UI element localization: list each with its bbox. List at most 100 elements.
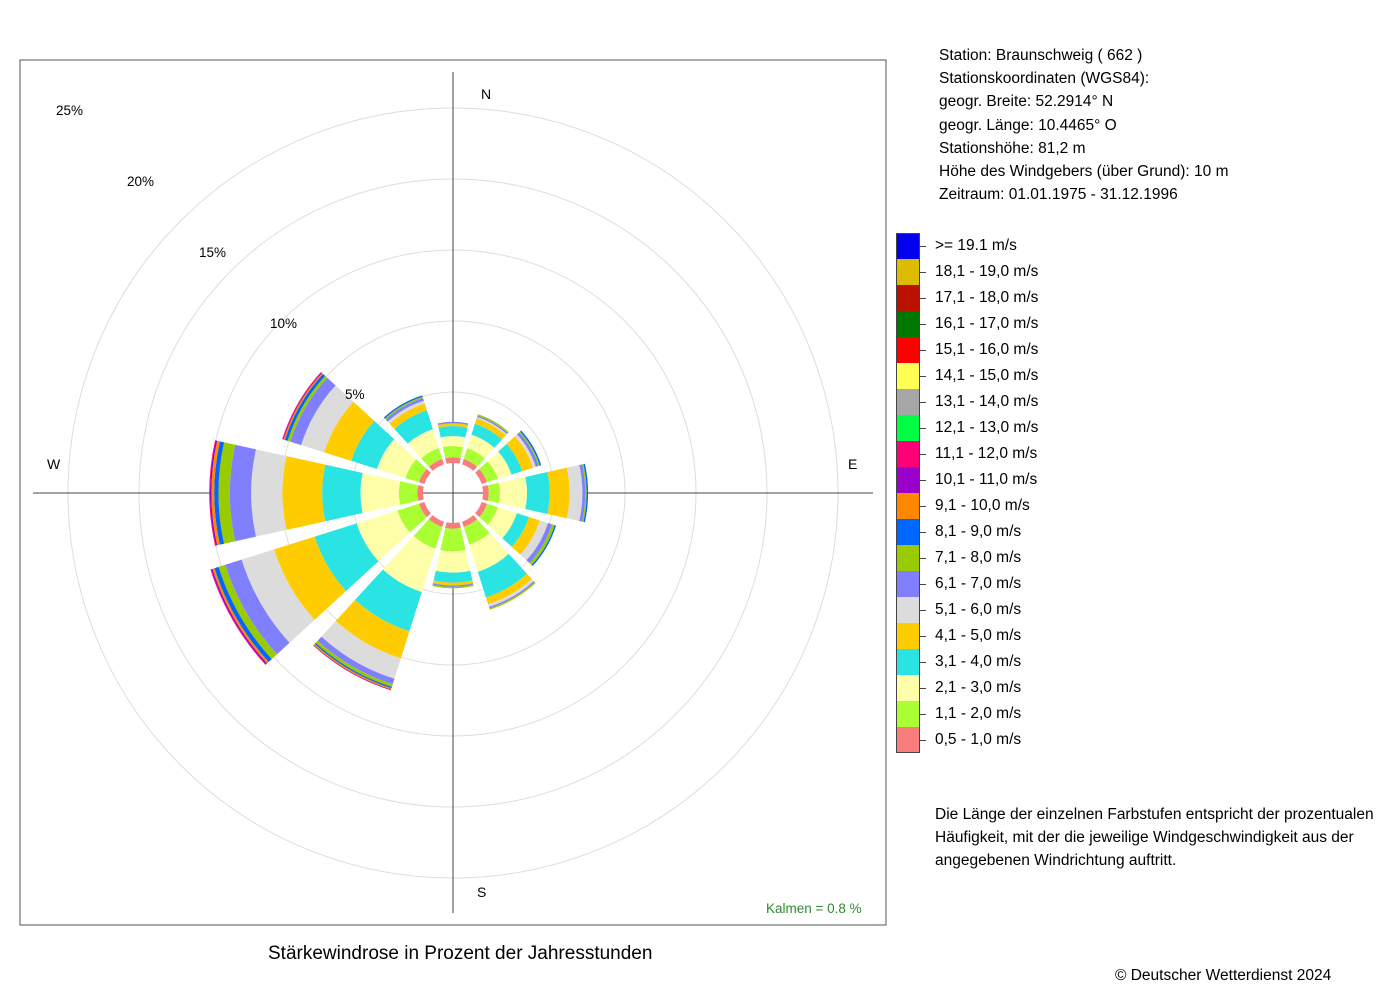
legend-swatch [896, 285, 920, 311]
sector-ese-class-5 [520, 520, 548, 561]
legend-swatch [896, 415, 920, 441]
sector-n-class-3 [438, 426, 468, 438]
compass-south-label: S [477, 884, 486, 900]
legend-tick [920, 610, 926, 611]
sector-nnw-class-8 [383, 395, 423, 419]
sector-wnw-class-1 [405, 459, 427, 483]
legend-tick [920, 584, 926, 585]
legend-label: 5,1 - 6,0 m/s [935, 601, 1022, 618]
sector-wnw-class-4 [324, 401, 375, 461]
sector-ese-class-3 [502, 513, 530, 547]
copyright: © Deutscher Wetterdienst 2024 [1115, 967, 1332, 984]
sector-n-class-6 [437, 421, 469, 425]
sector-nnw-class-3 [394, 410, 433, 444]
chart-title: Stärkewindrose in Prozent der Jahresstun… [268, 943, 653, 964]
station-coords-heading: Stationskoordinaten (WGS84): [939, 70, 1150, 88]
sector-wnw-class-2 [376, 439, 417, 479]
legend-label: 2,1 - 3,0 m/s [935, 679, 1022, 696]
sector-sse-class-4 [485, 573, 532, 605]
legend-swatch [896, 493, 920, 519]
compass-north-label: N [481, 86, 491, 102]
sector-ssw-class-0 [428, 515, 444, 528]
legend-swatch [896, 467, 920, 493]
legend-label: >= 19.1 m/s [935, 237, 1017, 254]
sector-ssw-class-5 [321, 620, 401, 679]
sector-e-class-3 [525, 472, 550, 514]
sector-sse-class-6 [488, 581, 535, 609]
legend-label: 0,5 - 1,0 m/s [935, 731, 1022, 748]
legend-swatch [896, 363, 920, 389]
sector-nnw-class-0 [428, 458, 444, 471]
legend-tick [920, 506, 926, 507]
legend-swatch [896, 311, 920, 337]
legend-swatch [896, 597, 920, 623]
sector-e-class-6 [579, 464, 586, 522]
sector-wsw-class-0 [418, 502, 431, 518]
calm-label: Kalmen = 0.8 % [766, 901, 862, 916]
legend-label: 4,1 - 5,0 m/s [935, 627, 1022, 644]
wind-sectors [209, 372, 589, 691]
sector-n-class-1 [442, 445, 464, 459]
sector-s-class-0 [445, 522, 461, 529]
legend-tick [920, 532, 926, 533]
station-name: Station: Braunschweig ( 662 ) [939, 47, 1143, 64]
ring-label-5: 5% [345, 387, 365, 402]
sector-s-class-3 [433, 570, 473, 583]
sector-sse-class-7 [489, 582, 536, 610]
station-latitude: geogr. Breite: 52.2914° N [939, 93, 1114, 111]
sector-n-class-2 [440, 436, 466, 448]
sector-ese-class-4 [511, 516, 540, 555]
legend-swatch [896, 519, 920, 545]
legend-swatch [896, 259, 920, 285]
legend-label: 3,1 - 4,0 m/s [935, 653, 1022, 670]
sector-wnw-class-0 [418, 468, 431, 484]
sector-ene-class-4 [506, 436, 534, 472]
sector-nnw-class-7 [384, 396, 424, 420]
legend-tick [920, 454, 926, 455]
sector-e-class-1 [487, 482, 501, 504]
legend-tick [920, 636, 926, 637]
legend-swatch [896, 337, 920, 363]
legend-tick [920, 662, 926, 663]
legend-tick [920, 428, 926, 429]
sector-w-class-10 [210, 440, 218, 546]
legend-swatch [896, 545, 920, 571]
legend-tick [920, 298, 926, 299]
sector-ssw-class-4 [335, 599, 410, 659]
legend-label: 15,1 - 16,0 m/s [935, 341, 1039, 358]
sector-ssw-class-7 [315, 640, 393, 687]
legend-tick [920, 740, 926, 741]
sector-nne-class-0 [462, 458, 478, 471]
sector-nne-class-5 [476, 416, 507, 436]
sector-w-class-0 [417, 485, 424, 501]
station-info: Station: Braunschweig ( 662 ) Stationsko… [939, 44, 1228, 206]
legend-tick [920, 246, 926, 247]
sector-ene-class-7 [519, 431, 540, 467]
sector-w-class-1 [398, 481, 419, 505]
sector-nne-class-7 [477, 414, 509, 434]
legend-label: 13,1 - 14,0 m/s [935, 393, 1039, 410]
sector-nne-class-3 [471, 423, 503, 448]
sector-ssw-class-6 [317, 636, 395, 685]
ring-label-15: 15% [199, 245, 226, 260]
legend-swatch [896, 727, 920, 753]
sector-wsw-class-2 [356, 510, 410, 562]
compass-axes [33, 72, 873, 913]
anemometer-height: Höhe des Windgebers (über Grund): 10 m [939, 163, 1229, 181]
legend-tick [920, 688, 926, 689]
legend-label: 17,1 - 18,0 m/s [935, 289, 1039, 306]
legend-tick [920, 402, 926, 403]
ring-label-25: 25% [56, 103, 83, 118]
sector-sse-class-0 [462, 515, 478, 528]
ring-labels: 5% 10% 15% 20% 25% [56, 103, 365, 402]
sector-w-class-2 [360, 472, 401, 514]
sector-ssw-class-3 [355, 569, 422, 632]
legend-swatch [896, 571, 920, 597]
sector-wsw-class-5 [241, 549, 315, 643]
legend-label: 14,1 - 15,0 m/s [935, 367, 1039, 384]
sector-wnw-class-6 [290, 377, 336, 446]
legend-label: 7,1 - 8,0 m/s [935, 549, 1022, 566]
legend-swatch [896, 233, 920, 259]
legend-tick [920, 350, 926, 351]
legend-label: 6,1 - 7,0 m/s [935, 575, 1022, 592]
